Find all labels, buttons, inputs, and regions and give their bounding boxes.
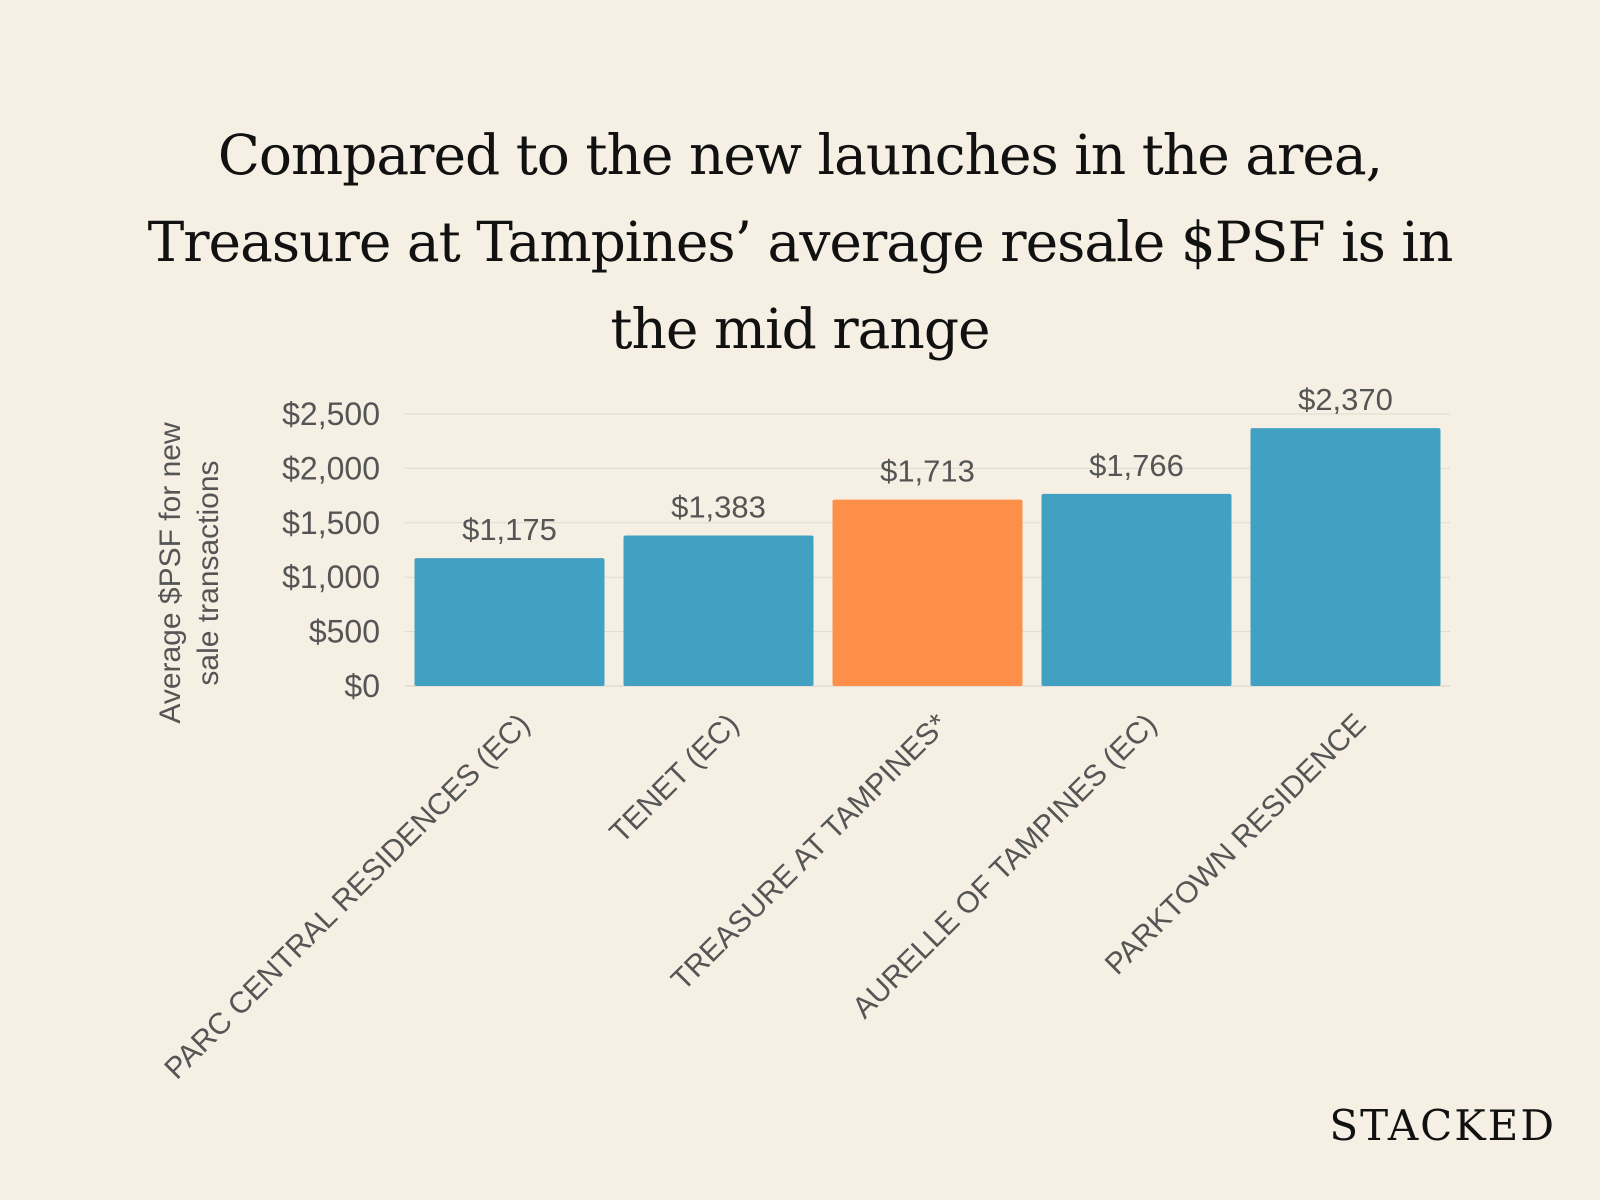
data-label: $1,713 (880, 454, 975, 489)
data-label: $2,370 (1298, 382, 1393, 417)
y-tick-label: $2,000 (282, 450, 380, 486)
y-axis-title-line: Average $PSF for new (154, 422, 187, 724)
chart-title: Compared to the new launches in the area… (100, 112, 1500, 373)
y-tick-label: $1,000 (282, 559, 380, 595)
y-axis-title: Average $PSF for new sale transactions (154, 422, 225, 724)
bar (832, 499, 1023, 686)
y-axis-ticks: $0 $500 $1,000 $1,500 $2,000 $2,500 (282, 396, 380, 704)
bar (414, 558, 605, 686)
x-axis-ticks: PARC CENTRAL RESIDENCES (EC) TENET (EC)TR… (158, 707, 1372, 1085)
y-axis-title-text: Average $PSF for new sale transactions (154, 422, 225, 724)
data-label: $1,766 (1089, 448, 1184, 483)
data-label: $1,175 (462, 512, 557, 547)
chart-title-line-1: Compared to the new launches in the area… (217, 123, 1383, 187)
bar (623, 535, 814, 686)
y-tick-label: $0 (344, 668, 380, 704)
chart-title-line-2: Treasure at Tampines’ average resale $PS… (147, 210, 1454, 274)
bars (414, 428, 1441, 686)
stacked-logo: STACKED (1329, 1101, 1556, 1150)
chart-title-line-3: the mid range (610, 297, 990, 361)
bar (1250, 428, 1441, 686)
y-axis-title-line: sale transactions (192, 460, 225, 685)
y-tick-label: $500 (309, 614, 380, 650)
bar (1041, 493, 1232, 686)
data-label: $1,383 (671, 490, 766, 525)
y-tick-label: $1,500 (282, 505, 380, 541)
x-tick-label: PARC CENTRAL RESIDENCES (EC) (158, 708, 536, 1086)
x-tick-label: TENET (EC) (603, 708, 745, 850)
y-tick-label: $2,500 (282, 396, 380, 432)
data-labels: $1,175 $1,383 $1,713 $1,766 $2,370 (462, 382, 1393, 547)
